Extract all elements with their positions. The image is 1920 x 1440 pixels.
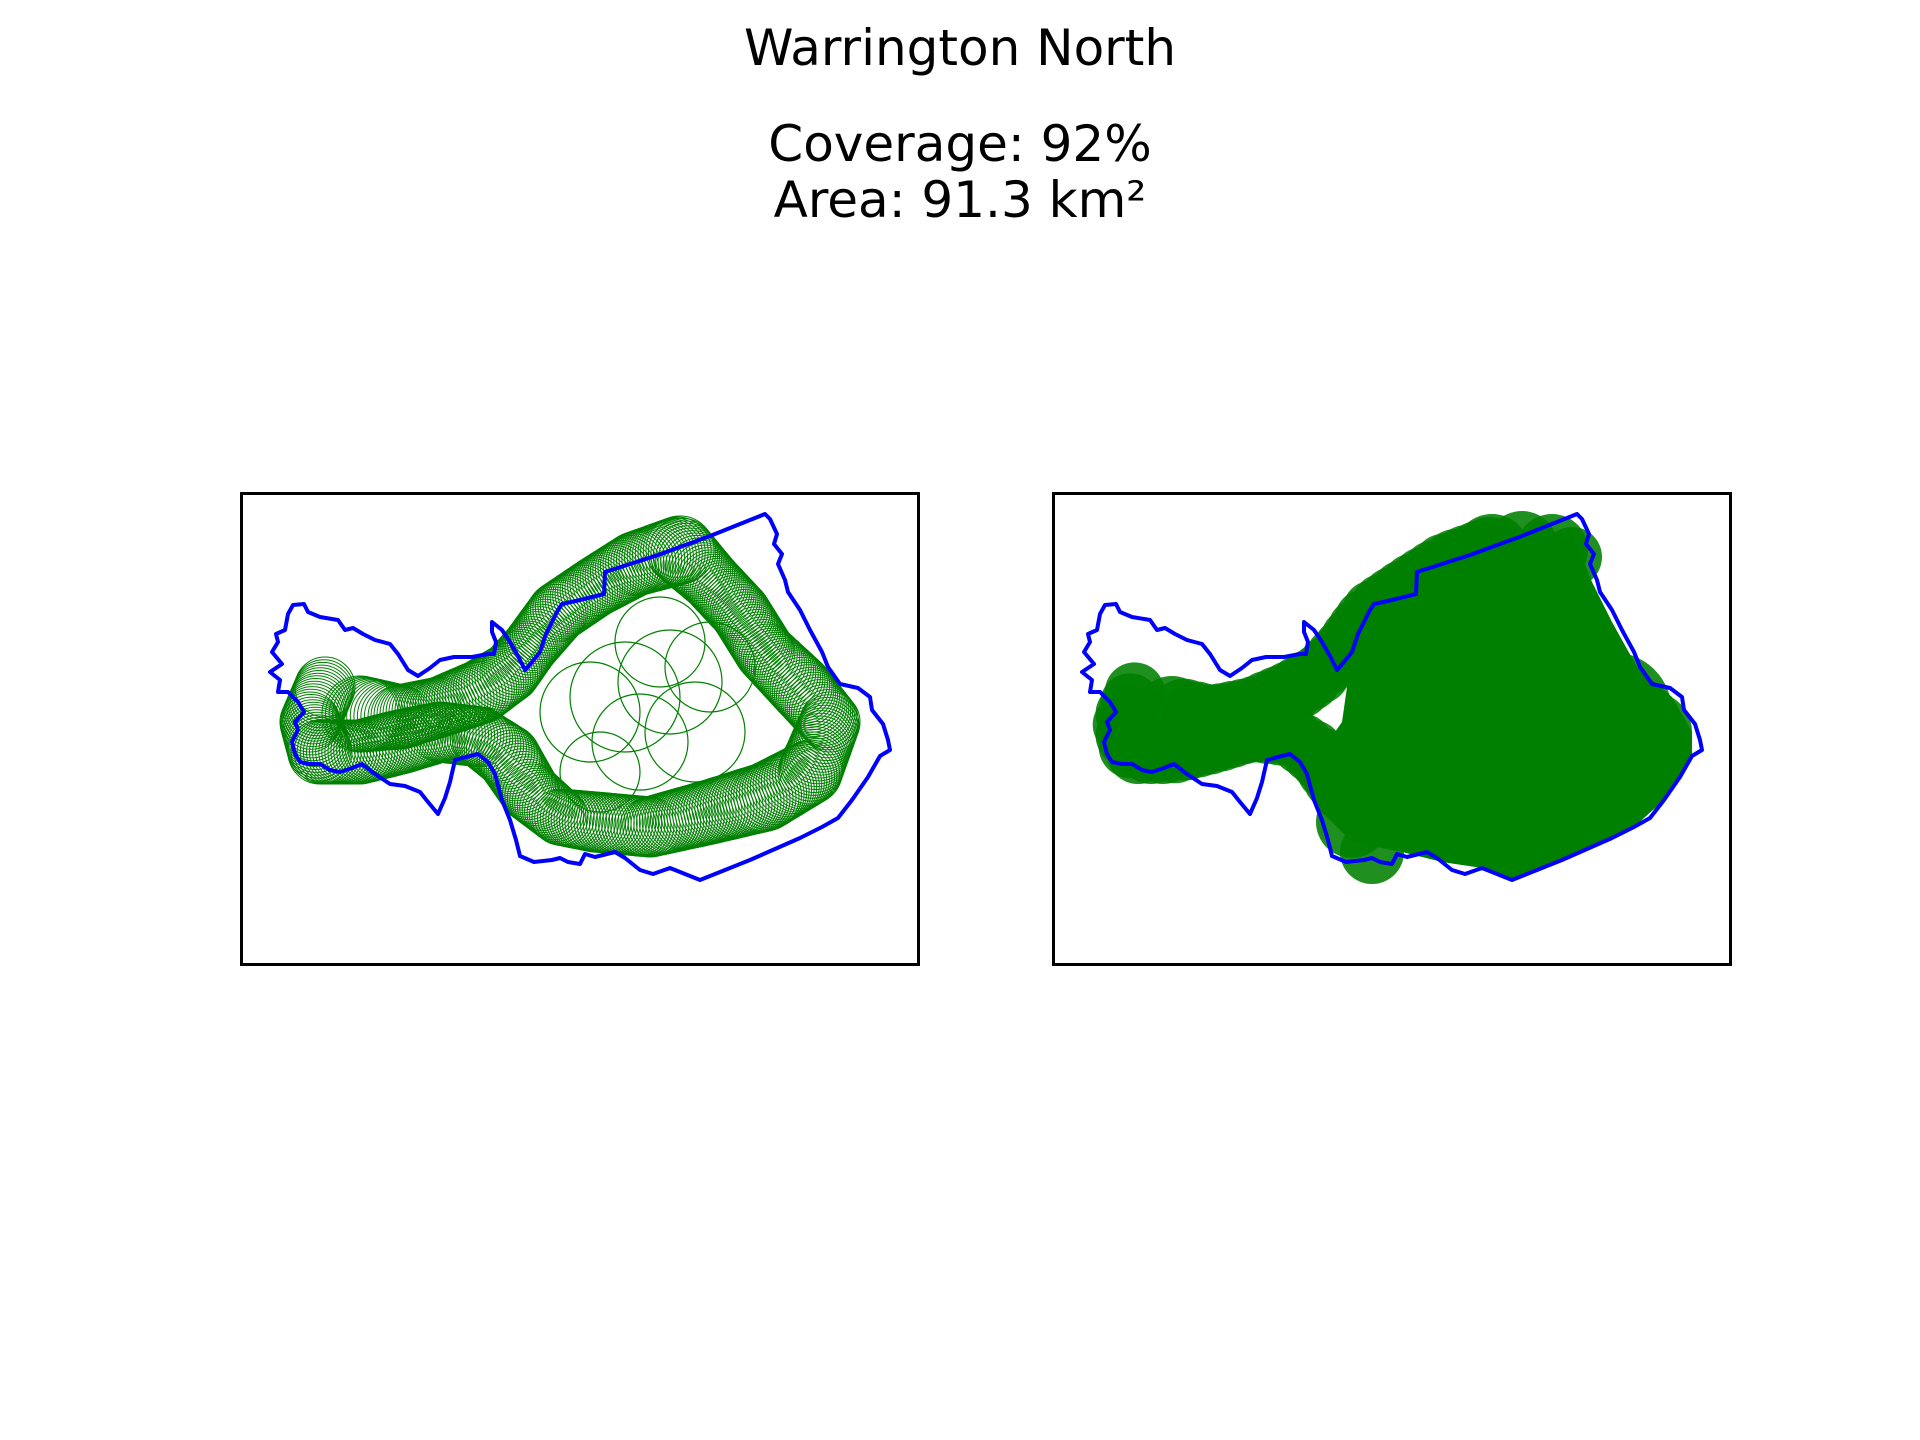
coverage-circle [753,640,817,704]
coverage-circle [444,660,510,726]
coverage-circle [685,555,747,617]
coverage-circle [664,621,756,713]
coverage-circle [726,609,788,670]
constituency-boundary [1080,512,1704,882]
coverage-circle-filled [1340,820,1404,884]
coverage-circle [499,620,557,679]
coverage-circle [514,773,574,834]
coverage-circle [697,568,759,630]
coverage-circle [490,748,554,811]
coverage-circle [589,539,654,604]
constituency-boundary [268,512,892,882]
coverage-circle [788,679,852,742]
coverage-circle [292,661,354,723]
coverage-circle [642,516,712,586]
coverage-circle [629,521,697,590]
coverage-circle [518,593,579,654]
coverage-circle [738,625,801,688]
coverage-circle [783,726,848,791]
coverage-circle [280,696,343,759]
area-label: Area: 91.3 km² [773,171,1147,229]
coverage-circle [771,659,837,724]
coverage-circle [289,667,351,729]
coverage-circle [503,616,561,674]
coverage-circle [517,596,577,656]
coverage-circle [288,670,350,731]
coverage-circle [734,621,796,683]
coverage-circle [786,676,850,740]
coverage-circle [493,626,552,686]
coverage-circle [784,674,848,738]
coverage-fill-group [1092,511,1692,884]
coverage-circle [494,753,557,816]
coverage-circle [791,681,853,744]
coverage-circle [740,627,803,690]
coverage-circle [614,596,706,688]
coverage-circle [736,623,798,685]
coverage-circle [617,629,723,735]
coverage-circle [564,556,626,618]
coverage-circle [293,659,355,721]
map-panel-outline-circles [240,492,920,966]
coverage-circle-filled [1372,732,1452,812]
coverage-circle [793,684,855,746]
map-panel-filled-coverage [1052,492,1732,966]
coverage-circle [294,656,356,718]
coverage-circle [504,765,565,826]
coverage-circle [728,611,790,673]
coverage-circle [626,522,694,590]
coverage-circle [454,709,517,772]
coverage-circle [286,675,348,737]
figure-title: Warrington North [743,19,1177,77]
coverage-circle-filled [1612,692,1692,772]
coverage-circle [456,711,519,774]
coverage-circle [511,603,571,663]
coverage-circle [485,740,549,804]
coverage-label: Coverage: 92% [768,115,1152,173]
coverage-circle-filled [1104,662,1165,723]
coverage-circle [778,736,844,802]
coverage-circle [577,548,640,611]
coverage-circle [539,661,641,763]
coverage-circle [640,517,709,587]
coverage-circle [695,566,757,628]
coverage-circle [742,629,805,692]
coverage-circle [497,622,556,681]
coverage-circle [474,644,536,707]
coverage-circle [569,641,681,753]
coverage-circle [760,747,828,814]
coverage-circle [459,713,522,776]
coverage-circle [747,754,815,823]
coverage-circle [468,719,533,784]
coverage-circle [567,554,629,617]
coverage-circle [732,619,794,680]
coverage-circle [755,750,823,818]
coverage-circle-group [279,515,861,858]
coverage-circle [281,699,344,762]
coverage-circle [644,681,746,783]
coverage-circle [287,672,349,734]
coverage-circle [501,618,559,676]
coverage-circle [591,693,689,791]
coverage-circle-filled [1477,622,1567,712]
coverage-circle [597,534,662,600]
coverage-circle [789,712,853,776]
coverage-circle [559,731,641,813]
